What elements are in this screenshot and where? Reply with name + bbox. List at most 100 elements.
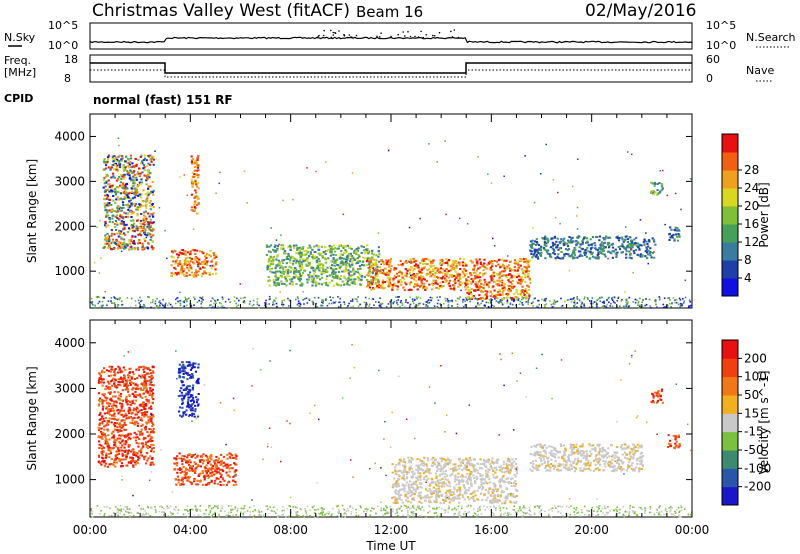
echo-cell — [103, 245, 106, 248]
echo-cell — [142, 217, 145, 220]
ground-scatter-cell — [533, 512, 536, 514]
ground-scatter-cell — [186, 300, 188, 303]
ground-scatter-cell — [170, 515, 173, 517]
echo-cell — [106, 246, 109, 249]
echo-cell — [132, 241, 135, 244]
sparse-cell — [445, 213, 447, 216]
echo-cell — [125, 223, 128, 226]
ground-scatter-cell — [418, 505, 420, 507]
ground-scatter-cell — [328, 511, 331, 513]
echo-cell — [611, 246, 615, 249]
echo-cell — [462, 258, 466, 261]
echo-cell — [270, 257, 273, 260]
ground-scatter-cell — [401, 510, 403, 512]
echo-cell — [192, 274, 195, 277]
echo-cell — [152, 392, 155, 395]
nsky-series — [89, 36, 693, 44]
ground-scatter-cell — [373, 508, 375, 510]
echo-cell — [379, 270, 382, 273]
ground-scatter-cell — [322, 301, 324, 303]
echo-cell — [549, 246, 552, 249]
ground-scatter-cell — [194, 505, 197, 508]
echo-cell — [271, 271, 274, 274]
echo-cell — [568, 236, 571, 238]
echo-cell — [325, 283, 328, 286]
echo-cell — [121, 175, 124, 178]
echo-cell — [109, 374, 113, 377]
ground-scatter-cell — [573, 301, 576, 304]
ground-scatter-cell — [122, 508, 125, 511]
ground-scatter-cell — [309, 515, 312, 517]
echo-cell — [654, 243, 657, 246]
echo-cell — [192, 249, 195, 252]
echo-cell — [307, 264, 310, 267]
ground-scatter-cell — [643, 512, 646, 514]
echo-cell — [454, 260, 457, 263]
ground-scatter-cell — [551, 306, 554, 308]
echo-cell — [581, 243, 584, 246]
echo-cell — [325, 278, 328, 281]
echo-cell — [372, 270, 375, 273]
echo-cell — [110, 211, 113, 214]
echo-cell — [580, 247, 583, 250]
ground-scatter-cell — [658, 296, 661, 298]
echo-cell — [455, 263, 458, 265]
echo-cell — [422, 287, 425, 290]
echo-cell — [107, 237, 111, 240]
echo-cell — [144, 215, 147, 218]
ground-scatter-cell — [490, 298, 492, 300]
echo-cell — [115, 238, 118, 241]
echo-cell — [322, 264, 325, 267]
ground-scatter-cell — [581, 511, 583, 514]
echo-cell — [553, 253, 556, 256]
echo-cell — [515, 260, 518, 263]
ground-scatter-cell — [603, 305, 606, 307]
echo-cell — [320, 270, 323, 273]
echo-cell — [104, 442, 107, 445]
sparse-cell — [446, 275, 448, 278]
echo-cell — [134, 408, 137, 411]
echo-cell — [400, 280, 403, 283]
echo-cell — [452, 280, 455, 283]
echo-cell — [355, 247, 358, 250]
echo-cell — [401, 276, 404, 279]
echo-cell — [177, 273, 181, 275]
nave-tick-top: 60 — [706, 53, 720, 66]
echo-cell — [651, 237, 654, 240]
echo-cell — [109, 398, 112, 401]
ground-scatter-cell — [313, 505, 316, 507]
echo-cell — [351, 263, 354, 266]
echo-cell — [124, 160, 127, 163]
ground-scatter-cell — [634, 298, 637, 301]
echo-cell — [392, 277, 395, 280]
echo-cell — [146, 197, 149, 200]
echo-cell — [299, 277, 302, 280]
ground-scatter-cell — [147, 506, 150, 509]
echo-cell — [408, 283, 411, 286]
echo-cell — [308, 244, 311, 247]
echo-cell — [132, 436, 135, 439]
echo-cell — [202, 266, 205, 269]
ground-scatter-cell — [551, 510, 553, 512]
echo-cell — [353, 251, 356, 254]
echo-cell — [115, 186, 118, 189]
ground-scatter-cell — [544, 304, 546, 306]
ground-scatter-cell — [190, 304, 193, 307]
echo-cell — [149, 205, 153, 208]
ground-scatter-cell — [588, 510, 591, 512]
echo-cell — [433, 274, 436, 277]
echo-cell — [135, 227, 138, 230]
echo-cell — [147, 193, 150, 196]
echo-cell — [133, 170, 136, 173]
echo-cell — [127, 158, 130, 161]
ground-scatter-cell — [544, 510, 546, 513]
echo-cell — [147, 457, 150, 460]
echo-cell — [471, 280, 475, 283]
echo-cell — [133, 222, 136, 225]
ground-scatter-cell — [177, 300, 179, 303]
echo-cell — [336, 258, 339, 261]
echo-cell — [137, 411, 140, 414]
echo-cell — [136, 173, 139, 176]
echo-cell — [452, 266, 455, 269]
echo-cell — [368, 280, 371, 283]
